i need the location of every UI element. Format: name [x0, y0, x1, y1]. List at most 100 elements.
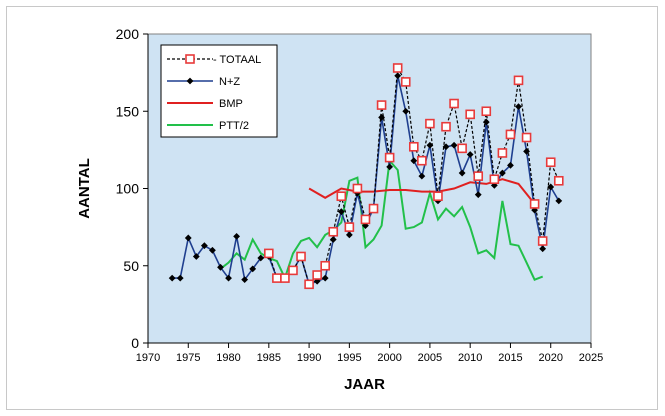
data-point-totaal [392, 63, 403, 73]
y-tick-label: 150 [116, 103, 140, 119]
chart-frame: 1970 1975 1980 1985 1990 1995 2000 2005 2010 2015… [6, 6, 658, 410]
line-chart: 1970 1975 1980 1985 1990 1995 2000 2005 2010 2015… [76, 26, 603, 393]
data-point-totaal [352, 183, 363, 194]
data-point-totaal [497, 148, 508, 158]
data-point-n-z [321, 274, 329, 282]
data-point-n-z [442, 143, 450, 151]
data-point-n-z [337, 208, 345, 216]
data-point-totaal [296, 251, 306, 262]
x-axis-title: JAAR [344, 376, 385, 393]
data-point-totaal [328, 226, 339, 237]
x-tick-label: 1985 [257, 352, 281, 364]
data-point-totaal [384, 152, 395, 163]
x-tick-label: 1975 [176, 352, 200, 364]
x-tick-label: 2015 [498, 352, 522, 364]
data-point-totaal [465, 109, 475, 120]
data-point-totaal [368, 203, 379, 214]
data-point-n-z [313, 277, 321, 285]
data-point-totaal [288, 265, 298, 276]
data-point-totaal [441, 121, 451, 132]
y-tick-label: 0 [131, 335, 139, 351]
legend-marker-totaal [185, 54, 195, 64]
data-point-totaal [537, 236, 548, 246]
data-point-n-z [547, 183, 555, 191]
x-tick-label: 2010 [458, 352, 482, 364]
data-point-n-z [450, 141, 458, 149]
data-point-n-z [386, 163, 394, 171]
data-point-n-z [515, 103, 522, 111]
data-point-n-z [474, 191, 482, 199]
data-point-n-z [233, 232, 240, 240]
data-point-n-z [507, 161, 514, 169]
data-point-totaal [513, 75, 524, 86]
y-tick-label: 50 [123, 258, 139, 274]
data-point-n-z [168, 274, 176, 282]
data-point-n-z [410, 157, 418, 165]
data-point-n-z [257, 254, 265, 262]
data-point-totaal [433, 191, 443, 202]
x-tick-label: 2025 [579, 352, 603, 364]
data-point-totaal [376, 100, 387, 110]
data-point-totaal [400, 77, 411, 87]
x-tick-label: 2020 [538, 352, 562, 364]
data-point-n-z [402, 107, 410, 115]
data-point-totaal [272, 273, 282, 283]
series-line-ptt-2 [219, 158, 544, 281]
data-point-totaal [545, 157, 556, 168]
data-point-n-z [249, 265, 257, 273]
x-tick-label: 1980 [216, 352, 240, 364]
legend-label-n-z: N+Z [219, 76, 240, 88]
y-tick-label: 200 [116, 26, 140, 42]
data-point-totaal [449, 98, 459, 109]
data-point-totaal [264, 248, 274, 259]
data-point-totaal [304, 279, 314, 290]
data-point-n-z [192, 253, 200, 260]
data-point-totaal [553, 175, 564, 186]
data-point-totaal [312, 270, 322, 280]
data-point-n-z [482, 118, 490, 126]
x-tick-label: 1990 [297, 352, 321, 364]
data-point-n-z [555, 197, 563, 205]
data-point-totaal [473, 171, 484, 181]
data-point-n-z [458, 169, 466, 177]
data-point-totaal [417, 155, 427, 166]
data-point-n-z [200, 242, 208, 250]
x-tick-label: 2000 [377, 352, 401, 364]
x-tick-label: 1970 [136, 352, 160, 364]
data-point-totaal [408, 141, 419, 152]
data-point-n-z [184, 234, 192, 242]
data-point-totaal [425, 118, 435, 129]
data-point-totaal [457, 143, 467, 154]
y-axis-title: AANTAL [76, 158, 93, 219]
data-point-n-z [225, 274, 232, 282]
data-point-n-z [490, 182, 498, 189]
data-point-n-z [394, 72, 402, 80]
y-tick-label: 100 [116, 181, 140, 197]
data-point-totaal [336, 191, 347, 202]
data-point-n-z [499, 169, 506, 177]
data-point-n-z [217, 263, 224, 271]
x-tick-label: 2005 [418, 352, 442, 364]
data-point-n-z [466, 151, 474, 158]
legend-label-bmp: BMP [219, 98, 243, 110]
data-point-totaal [481, 106, 492, 117]
legend-box [160, 44, 278, 138]
data-point-n-z [176, 274, 184, 282]
data-point-totaal [344, 222, 355, 232]
data-point-n-z [539, 245, 547, 253]
data-point-totaal [529, 199, 540, 209]
data-point-n-z [241, 276, 249, 284]
x-tick-label: 1995 [337, 352, 361, 364]
legend-label-ptt-2: PTT/2 [219, 120, 249, 132]
data-point-totaal [489, 174, 500, 185]
data-point-n-z [209, 246, 216, 254]
data-point-n-z [345, 231, 353, 239]
data-point-totaal [320, 260, 331, 271]
data-point-totaal [280, 273, 290, 283]
data-point-totaal [360, 214, 371, 225]
legend-marker-n-z [186, 77, 194, 85]
data-point-totaal [521, 132, 532, 143]
legend-label-totaal: - TOTAAL [213, 54, 261, 66]
data-point-n-z [418, 172, 426, 180]
data-point-totaal [505, 129, 516, 140]
